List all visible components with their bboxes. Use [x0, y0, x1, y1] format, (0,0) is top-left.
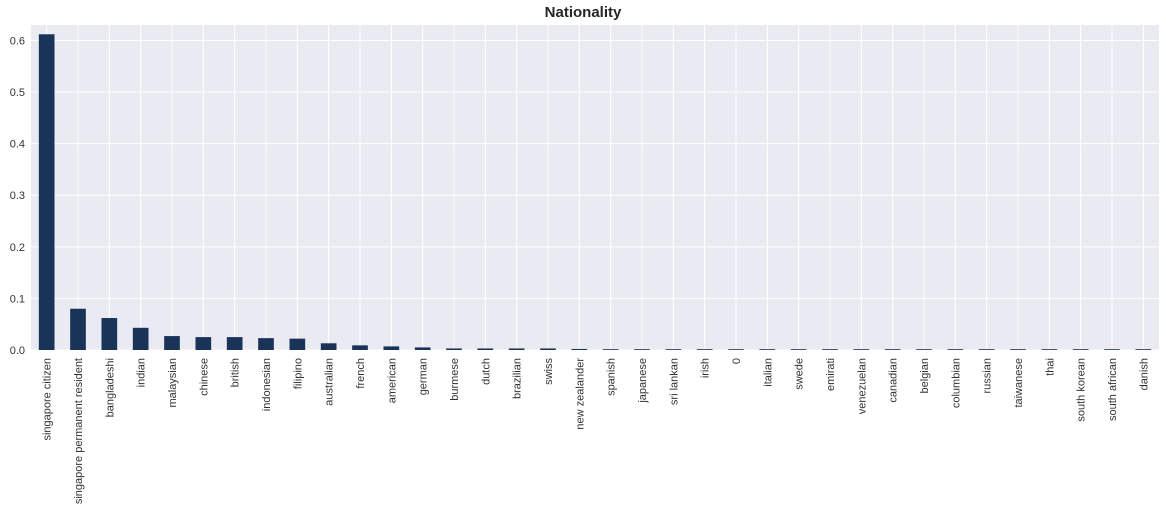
bar — [571, 348, 588, 350]
bar — [1041, 349, 1058, 350]
bar — [477, 348, 494, 350]
x-tick-label: emirati — [825, 358, 837, 391]
x-tick-label: columbian — [950, 358, 962, 408]
x-tick-label: japanese — [637, 358, 649, 404]
plot-area — [31, 25, 1159, 350]
y-tick-label: 0.6 — [10, 35, 25, 47]
bar — [947, 349, 964, 350]
x-tick-label: bangladeshi — [104, 358, 116, 417]
x-tick-label: italian — [762, 358, 774, 387]
bar — [414, 347, 431, 350]
x-tick-label: singapore permanent resident — [73, 358, 85, 504]
x-tick-label: thai — [1044, 358, 1056, 376]
bar — [728, 349, 744, 350]
bar — [383, 346, 400, 350]
bar — [759, 349, 776, 350]
y-tick-label: 0.2 — [10, 242, 25, 254]
bar — [352, 345, 368, 350]
bar — [602, 349, 619, 350]
x-tick-label: spanish — [606, 358, 618, 396]
y-tick-label: 0.1 — [10, 293, 25, 305]
x-tick-label: taiwanese — [1013, 358, 1025, 408]
chart-title: Nationality — [544, 4, 622, 21]
bar — [195, 337, 212, 350]
y-tick-label: 0.0 — [10, 345, 25, 357]
x-tick-label: swiss — [543, 358, 555, 385]
x-tick-label: sri lankan — [668, 358, 680, 405]
bar — [101, 318, 118, 350]
x-tick-label: filipino — [292, 358, 304, 389]
bar — [790, 349, 807, 350]
x-tick-label: south african — [1107, 358, 1119, 421]
bar — [164, 336, 180, 350]
x-tick-label: new zealander — [574, 358, 586, 430]
x-tick-label: french — [355, 358, 367, 389]
bar — [1104, 349, 1120, 350]
bar — [884, 349, 901, 350]
bar — [665, 349, 682, 350]
x-tick-label: chinese — [198, 358, 210, 396]
x-tick-label: indonesian — [261, 358, 273, 411]
bar — [822, 349, 838, 350]
x-tick-label: singapore citizen — [42, 358, 54, 441]
bar — [258, 338, 274, 350]
bar — [696, 349, 713, 350]
x-tick-label: australian — [324, 358, 336, 406]
bar — [132, 327, 149, 350]
bar — [508, 348, 525, 350]
bar — [634, 349, 650, 350]
x-tick-label: belgian — [919, 358, 931, 393]
x-tick-label: swede — [794, 358, 806, 390]
bar — [916, 349, 932, 350]
y-tick-label: 0.3 — [10, 190, 25, 202]
bar — [226, 337, 243, 350]
bar — [289, 338, 306, 350]
bar — [320, 343, 337, 350]
x-tick-label: south korean — [1076, 358, 1088, 422]
x-tick-label: brazilian — [512, 358, 524, 399]
bar — [853, 349, 870, 350]
x-tick-label: malaysian — [167, 358, 179, 408]
x-tick-label: venezuelan — [856, 358, 868, 414]
x-tick-label: canadian — [888, 358, 900, 403]
bar — [978, 349, 995, 350]
bar — [38, 34, 55, 351]
y-tick-label: 0.5 — [10, 87, 25, 99]
x-tick-label: 0 — [731, 358, 743, 364]
x-tick-label: dutch — [480, 358, 492, 385]
x-tick-label: russian — [982, 358, 994, 393]
bar — [1072, 349, 1089, 350]
bar — [1010, 349, 1026, 350]
y-tick-label: 0.4 — [10, 139, 25, 151]
bar — [540, 348, 556, 350]
x-tick-label: german — [418, 358, 430, 395]
x-tick-label: british — [230, 358, 242, 387]
x-tick-label: irish — [700, 358, 712, 378]
x-tick-label: danish — [1138, 358, 1150, 390]
bar — [1135, 349, 1152, 350]
bar — [70, 308, 86, 350]
x-tick-label: indian — [136, 358, 148, 387]
x-tick-label: american — [386, 358, 398, 403]
x-tick-label: burmese — [449, 358, 461, 401]
bar — [446, 348, 462, 350]
